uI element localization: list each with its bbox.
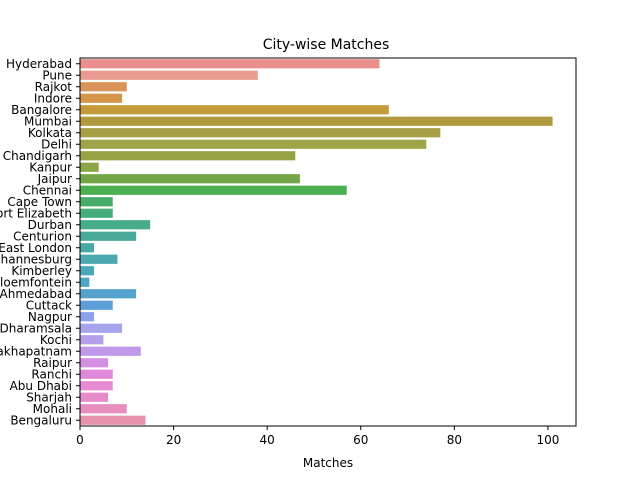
bar-kanpur (80, 162, 99, 172)
y-tick-label-raipur: Raipur (33, 356, 72, 370)
x-tick-label-80: 80 (447, 433, 462, 447)
y-tick-label-kanpur: Kanpur (29, 160, 72, 174)
bar-chandigarh (80, 151, 296, 161)
bar-mohali (80, 404, 127, 414)
bar-durban (80, 220, 151, 230)
bar-bangalore (80, 105, 389, 115)
y-tick-labels: HyderabadPuneRajkotIndoreBangaloreMumbai… (0, 57, 80, 427)
bar-port-elizabeth (80, 208, 113, 218)
y-tick-label-bloemfontein: Bloemfontein (0, 275, 72, 289)
y-tick-label-cape-town: Cape Town (7, 195, 72, 209)
y-tick-label-mohali: Mohali (33, 402, 72, 416)
y-tick-label-visakhapatnam: Visakhapatnam (0, 344, 72, 358)
y-tick-label-chandigarh: Chandigarh (3, 149, 72, 163)
bar-centurion (80, 231, 137, 241)
bar-cuttack (80, 300, 113, 310)
bar-rajkot (80, 82, 127, 92)
y-tick-label-johannesburg: Johannesburg (0, 252, 72, 266)
bar-hyderabad (80, 59, 380, 69)
bar-chennai (80, 185, 347, 195)
y-tick-label-rajkot: Rajkot (35, 80, 73, 94)
y-tick-label-mumbai: Mumbai (24, 114, 72, 128)
bar-cape-town (80, 197, 113, 207)
bar-visakhapatnam (80, 346, 141, 356)
y-tick-label-cuttack: Cuttack (26, 298, 72, 312)
chart-title: City-wise Matches (263, 37, 390, 53)
plot-frame (79, 57, 577, 427)
bar-kimberley (80, 266, 95, 276)
y-tick-label-abu-dhabi: Abu Dhabi (10, 379, 72, 393)
bar-kochi (80, 335, 104, 345)
bar-bloemfontein (80, 277, 90, 287)
y-tick-label-delhi: Delhi (41, 137, 72, 151)
y-tick-label-port-elizabeth: Port Elizabeth (0, 206, 72, 220)
y-tick-label-kimberley: Kimberley (11, 264, 72, 278)
bar-abu-dhabi (80, 381, 113, 391)
bar-indore (80, 93, 123, 103)
bar-east-london (80, 243, 95, 253)
x-tick-label-60: 60 (353, 433, 368, 447)
y-tick-label-dharamsala: Dharamsala (0, 321, 72, 335)
y-tick-label-nagpur: Nagpur (28, 310, 72, 324)
x-tick-label-0: 0 (76, 433, 84, 447)
bar-kolkata (80, 128, 441, 138)
bar-johannesburg (80, 254, 118, 264)
y-tick-label-kochi: Kochi (40, 333, 72, 347)
y-tick-label-chennai: Chennai (23, 183, 72, 197)
bar-jaipur (80, 174, 300, 184)
x-axis-label: Matches (303, 456, 353, 470)
y-tick-label-centurion: Centurion (13, 229, 72, 243)
x-tick-label-40: 40 (260, 433, 275, 447)
x-tick-label-100: 100 (536, 433, 559, 447)
y-tick-label-east-london: East London (0, 241, 72, 255)
bar-pune (80, 70, 258, 80)
bar-bengaluru (80, 415, 146, 425)
bar-dharamsala (80, 323, 123, 333)
x-ticks: 0 20 40 60 80 100 (76, 426, 559, 447)
bar-ahmedabad (80, 289, 137, 299)
y-tick-label-hyderabad: Hyderabad (6, 57, 72, 71)
bar-delhi (80, 139, 427, 149)
y-tick-label-bangalore: Bangalore (11, 103, 72, 117)
bars-group (80, 59, 553, 425)
bar-raipur (80, 358, 109, 368)
y-tick-label-jaipur: Jaipur (37, 172, 72, 186)
y-tick-label-bengaluru: Bengaluru (10, 413, 72, 427)
y-tick-label-sharjah: Sharjah (26, 390, 72, 404)
bar-nagpur (80, 312, 95, 322)
y-tick-label-kolkata: Kolkata (28, 126, 72, 140)
y-tick-label-ahmedabad: Ahmedabad (0, 287, 72, 301)
x-tick-label-20: 20 (166, 433, 181, 447)
y-tick-label-ranchi: Ranchi (31, 367, 72, 381)
y-tick-label-durban: Durban (28, 218, 72, 232)
y-tick-label-indore: Indore (34, 91, 72, 105)
y-tick-label-pune: Pune (42, 68, 72, 82)
bar-mumbai (80, 116, 553, 126)
bar-sharjah (80, 392, 109, 402)
bar-ranchi (80, 369, 113, 379)
